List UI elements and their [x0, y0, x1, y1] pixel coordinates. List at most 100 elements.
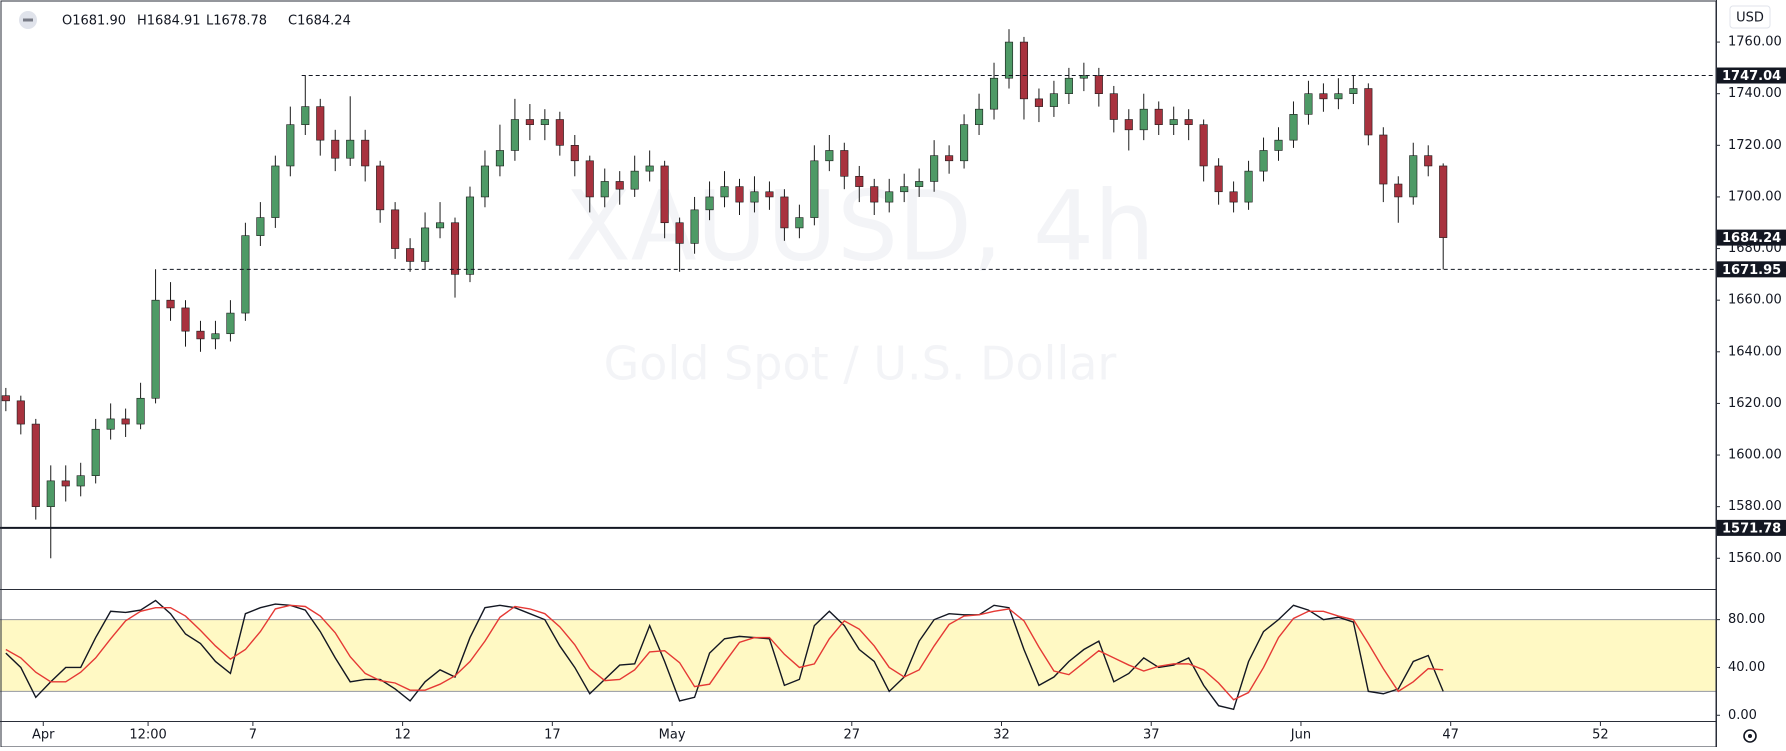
- candle-body: [1154, 108, 1163, 125]
- candle: [1214, 158, 1223, 205]
- candle-body: [600, 181, 609, 198]
- y-tick-label: 1720.00: [1728, 138, 1782, 153]
- candle: [1004, 29, 1014, 89]
- candle: [630, 155, 639, 197]
- y-tick-label: 1700.00: [1728, 189, 1782, 204]
- candle-body: [1019, 41, 1029, 100]
- x-tick-label: 12: [394, 728, 411, 743]
- candle-body: [840, 150, 849, 177]
- candle: [1364, 83, 1373, 146]
- candle: [450, 217, 460, 298]
- candle: [1319, 83, 1328, 112]
- candle: [1199, 119, 1208, 182]
- ohlc-open: O1681.90: [62, 14, 126, 29]
- ohlc-high: H1684.91: [137, 14, 201, 29]
- candle-body: [76, 475, 85, 487]
- candle: [1229, 181, 1238, 213]
- candle: [645, 150, 654, 182]
- currency-label[interactable]: USD: [1736, 11, 1764, 26]
- candle-body: [945, 155, 954, 162]
- candle-body: [555, 119, 564, 146]
- candle: [435, 202, 445, 239]
- settings-button[interactable]: [1743, 729, 1757, 743]
- candle-body: [361, 139, 370, 167]
- y-tick-label: 1620.00: [1728, 396, 1782, 411]
- candle: [960, 114, 969, 169]
- candle-body: [1079, 75, 1088, 79]
- candle: [915, 168, 924, 197]
- candle: [211, 320, 220, 350]
- candle: [870, 178, 879, 216]
- currency-button[interactable]: [1729, 5, 1771, 29]
- candle-body: [346, 139, 355, 159]
- candle-body: [91, 428, 100, 476]
- candle-body: [1169, 119, 1178, 125]
- candle-body: [406, 248, 415, 262]
- candle-body: [136, 397, 145, 425]
- candle-body: [645, 165, 654, 172]
- candle: [660, 160, 669, 239]
- candle-body: [960, 124, 969, 162]
- candle-body: [241, 235, 250, 314]
- candle-body: [1439, 165, 1448, 238]
- legend-toggle[interactable]: [19, 11, 37, 29]
- candle-body: [810, 160, 819, 218]
- x-tick-label: 32: [993, 728, 1010, 743]
- candle: [690, 196, 699, 254]
- candle-body: [1424, 155, 1433, 167]
- candle: [480, 150, 490, 208]
- candle-body: [196, 330, 205, 340]
- candle-body: [1334, 93, 1343, 100]
- candle: [1049, 80, 1058, 117]
- x-tick-label: 52: [1592, 728, 1609, 743]
- candle: [765, 181, 774, 210]
- y-tick-label: 1640.00: [1728, 344, 1782, 359]
- candle: [166, 282, 175, 321]
- price-tag-label: 1747.04: [1722, 69, 1781, 84]
- candle: [810, 145, 819, 226]
- candle-body: [421, 227, 430, 262]
- candle-body: [525, 119, 534, 125]
- candle: [705, 181, 714, 221]
- candle-body: [720, 186, 729, 198]
- x-tick-label: May: [659, 728, 686, 743]
- price-tag: [1717, 229, 1786, 246]
- oscillator-line: [5, 599, 1444, 711]
- candle: [16, 395, 25, 435]
- candle-body: [1244, 170, 1253, 203]
- candle: [1274, 127, 1283, 161]
- candle: [316, 98, 325, 156]
- candle-body: [211, 333, 220, 340]
- candle: [1439, 163, 1448, 270]
- candle-body: [1259, 150, 1268, 172]
- settings-icon[interactable]: [1743, 729, 1757, 743]
- x-tick-label: Apr: [32, 728, 55, 743]
- candle-body: [1049, 93, 1058, 107]
- candle-body: [1214, 165, 1223, 193]
- candle: [406, 238, 415, 272]
- candle: [975, 93, 984, 135]
- candle-body: [316, 106, 325, 141]
- candle-body: [271, 165, 280, 218]
- candle-body: [1064, 77, 1073, 94]
- candle-body: [570, 145, 579, 162]
- candle: [615, 171, 624, 205]
- candle-body: [900, 186, 909, 193]
- candle: [1109, 85, 1118, 133]
- candle: [525, 104, 534, 141]
- candle: [121, 408, 130, 437]
- candle: [1124, 109, 1133, 151]
- candle: [1169, 106, 1178, 135]
- watermark-symbol: XAUUSD, 4h: [565, 170, 1155, 282]
- candle-body: [480, 165, 490, 198]
- price-tag: [1717, 67, 1786, 84]
- candle-body: [1349, 88, 1358, 94]
- candle-body: [376, 165, 385, 211]
- candle: [780, 189, 789, 241]
- candle-body: [975, 108, 984, 125]
- y-tick-label: 80.00: [1728, 612, 1765, 627]
- candle-body: [1094, 75, 1103, 94]
- x-tick-label: Jun: [1290, 728, 1311, 743]
- candle-body: [735, 186, 744, 203]
- candle-body: [1229, 191, 1238, 203]
